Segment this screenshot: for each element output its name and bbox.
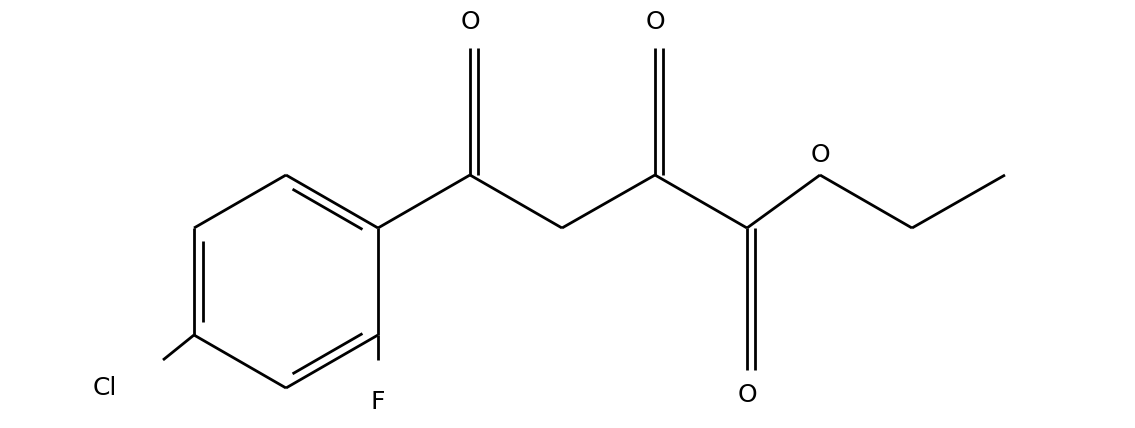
Text: F: F [371, 390, 385, 414]
Text: O: O [738, 383, 757, 407]
Text: O: O [460, 10, 480, 34]
Text: O: O [645, 10, 665, 34]
Text: O: O [810, 143, 830, 167]
Text: Cl: Cl [93, 376, 117, 400]
